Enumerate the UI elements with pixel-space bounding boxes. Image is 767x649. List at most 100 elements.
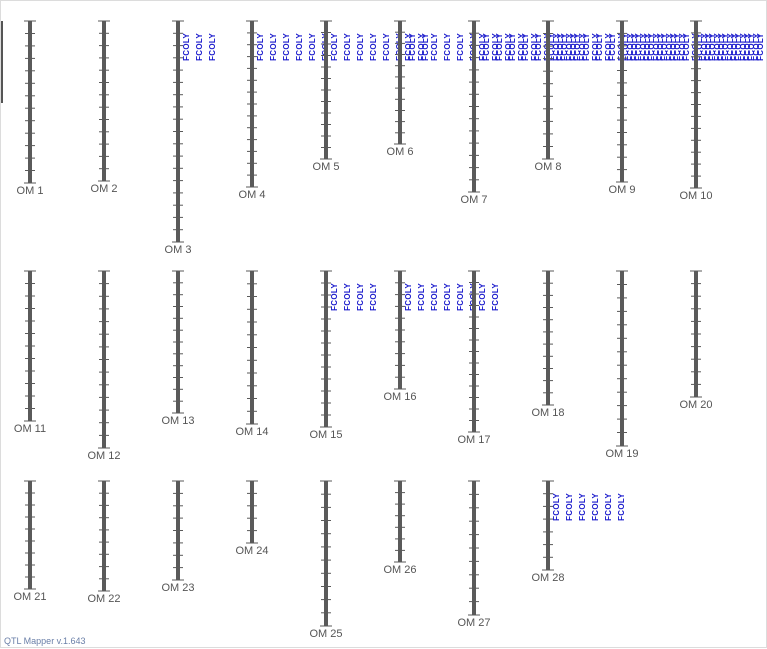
chromosome-om-13: OM 13: [161, 270, 195, 427]
qtl-label: FCOLY: [343, 283, 352, 311]
chromosome-bar: [398, 21, 402, 144]
chromosome-om-20: OM 20: [679, 270, 713, 411]
qtl-label: FCOLY: [756, 33, 765, 61]
chromosome-label: OM 24: [235, 545, 268, 557]
qtl-label: FCOLY: [456, 33, 465, 61]
qtl-label: FCOLY: [643, 33, 652, 61]
chromosome-label: OM 1: [17, 185, 44, 197]
qtl-label: FCOLY: [417, 33, 426, 61]
qtl-label: FCOLY: [565, 33, 574, 61]
chromosome-label: OM 27: [457, 617, 490, 629]
chromosome-label: OM 13: [161, 415, 194, 427]
qtl-label: FCOLY: [700, 33, 709, 61]
chromosome-bar: [546, 271, 550, 405]
chromosome-bar: [324, 481, 328, 626]
qtl-label: FCOLY: [665, 33, 674, 61]
qtl-label: FCOLY: [495, 33, 504, 61]
qtl-label: FCOLY: [491, 33, 500, 61]
qtl-label: FCOLY: [647, 33, 656, 61]
qtl-label: FCOLY: [182, 33, 191, 61]
chromosome-label: OM 11: [14, 423, 46, 435]
qtl-label: FCOLY: [534, 33, 543, 61]
qtl-label: FCOLY: [660, 33, 669, 61]
qtl-label: FCOLY: [369, 33, 378, 61]
qtl-label: FCOLY: [639, 33, 648, 61]
qtl-label: FCOLY: [256, 33, 265, 61]
qtl-label: FCOLY: [695, 33, 704, 61]
chromosome-label: OM 20: [679, 399, 712, 411]
chromosome-label: OM 18: [531, 407, 564, 419]
qtl-label: FCOLY: [478, 33, 487, 61]
chromosome-label: OM 25: [309, 628, 342, 640]
left-edge-bar: [1, 21, 3, 103]
qtl-label: FCOLY: [743, 33, 752, 61]
qtl-label: FCOLY: [478, 283, 487, 311]
qtl-label: FCOLY: [604, 33, 613, 61]
chromosome-label: OM 7: [461, 194, 488, 206]
qtl-label: FCOLY: [430, 33, 439, 61]
qtl-label: FCOLY: [656, 33, 665, 61]
chromosome-om-19: OM 19: [605, 270, 639, 460]
qtl-label: FCOLY: [330, 33, 339, 61]
qtl-label: FCOLY: [404, 33, 413, 61]
qtl-label: FCOLY: [508, 33, 517, 61]
qtl-label: FCOLY: [591, 33, 600, 61]
qtl-label: FCOLY: [713, 33, 722, 61]
qtl-label: FCOLY: [604, 493, 613, 521]
chromosome-label: OM 15: [309, 429, 342, 441]
chromosome-om-14: OM 14: [235, 270, 269, 438]
qtl-label: FCOLY: [708, 33, 717, 61]
qtl-label: FCOLY: [621, 33, 630, 61]
chromosome-label: OM 23: [161, 582, 194, 594]
qtl-label: FCOLY: [330, 283, 339, 311]
qtl-label: FCOLY: [591, 493, 600, 521]
qtl-label: FCOLY: [626, 33, 635, 61]
qtl-label: FCOLY: [404, 283, 413, 311]
chromosome-om-25: OM 25: [309, 480, 343, 640]
qtl-label: FCOLY: [408, 33, 417, 61]
chromosome-om-1: OM 1: [17, 20, 44, 197]
qtl-label: FCOLY: [678, 33, 687, 61]
qtl-label: FCOLY: [421, 33, 430, 61]
qtl-label: FCOLY: [704, 33, 713, 61]
qtl-label: FCOLY: [734, 33, 743, 61]
qtl-label: FCOLY: [673, 33, 682, 61]
qtl-label: FCOLY: [739, 33, 748, 61]
qtl-label: FCOLY: [417, 283, 426, 311]
chromosome-label: OM 17: [457, 434, 490, 446]
qtl-label: FCOLY: [308, 33, 317, 61]
chromosome-om-21: OM 21: [13, 480, 47, 603]
chromosome-label: OM 26: [383, 564, 416, 576]
qtl-label: FCOLY: [343, 33, 352, 61]
chromosome-bar: [324, 271, 328, 427]
chromosome-bar: [28, 481, 32, 589]
chromosome-bar: [546, 21, 550, 159]
qtl-label: FCOLY: [560, 33, 569, 61]
chromosome-om-18: OM 18: [531, 270, 565, 419]
chromosome-label: OM 5: [313, 161, 340, 173]
qtl-label: FCOLY: [517, 33, 526, 61]
qtl-label: FCOLY: [634, 33, 643, 61]
qtl-label: FCOLY: [578, 33, 587, 61]
qtl-label: FCOLY: [556, 33, 565, 61]
chromosome-bar: [250, 481, 254, 543]
qtl-label: FCOLY: [721, 33, 730, 61]
qtl-label: FCOLY: [504, 33, 513, 61]
chromosome-label: OM 4: [239, 189, 266, 201]
qtl-label: FCOLY: [491, 283, 500, 311]
qtl-label: FCOLY: [682, 33, 691, 61]
qtl-label: FCOLY: [582, 33, 591, 61]
qtl-label: FCOLY: [730, 33, 739, 61]
qtl-label: FCOLY: [569, 33, 578, 61]
qtl-label: FCOLY: [617, 493, 626, 521]
qtl-label: FCOLY: [565, 493, 574, 521]
qtl-label: FCOLY: [356, 283, 365, 311]
chromosome-om-3: OM 3 FCOLY FCOLY FCOLY: [165, 20, 217, 256]
chromosome-om-2: OM 2: [91, 20, 117, 195]
chromosome-label: OM 21: [13, 591, 46, 603]
chromosome-bar: [620, 271, 624, 446]
